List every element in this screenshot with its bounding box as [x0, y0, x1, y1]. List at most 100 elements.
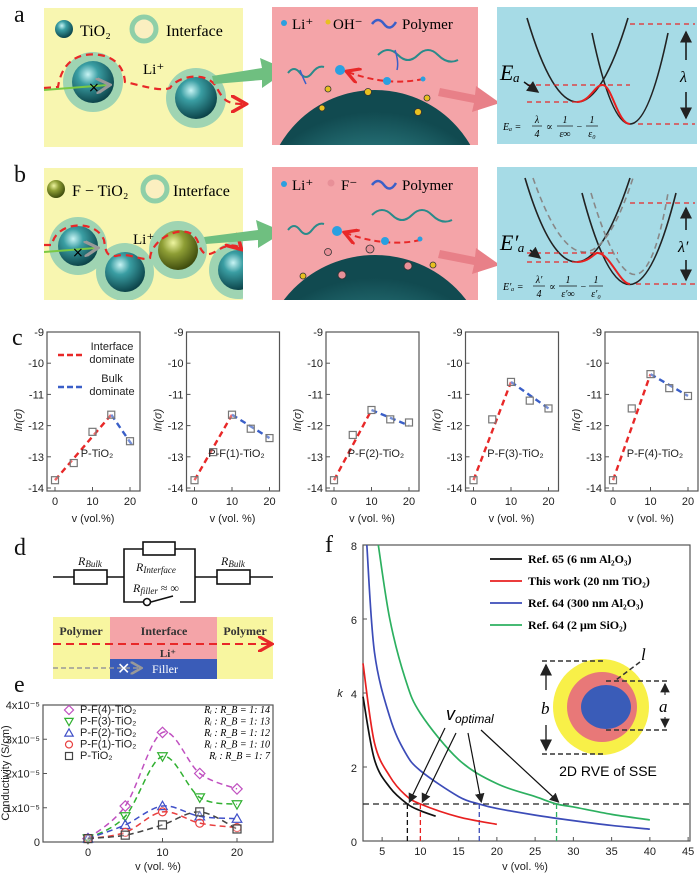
plot-frame	[325, 331, 420, 492]
y-tick-label: -9	[313, 327, 323, 339]
oh-legend-dot	[325, 19, 331, 25]
formula-num: 1	[590, 115, 595, 126]
switch-filler	[142, 597, 152, 607]
y-tick-label: -9	[34, 327, 44, 339]
data-point	[525, 396, 534, 405]
x-tick-label: 0	[52, 496, 58, 508]
y-tick-label: -14	[307, 483, 323, 495]
y-tick-label: -12	[28, 421, 44, 433]
data-point	[544, 404, 553, 413]
data-point	[209, 448, 218, 457]
formula-num: 1	[594, 275, 599, 286]
x-tick-label: 35	[606, 846, 618, 858]
y-tick-label: -10	[586, 358, 602, 370]
polymer-chain	[287, 222, 325, 235]
v-optimal-arrow	[408, 727, 446, 804]
formula-den: ε′∞	[561, 289, 574, 300]
y-tick-label: -9	[453, 327, 463, 339]
y-axis-label: ln(σ)	[292, 408, 304, 431]
y-tick-label: -13	[586, 452, 602, 464]
x-tick-label: 15	[453, 846, 465, 858]
activation-energy-label: E′ₐ	[499, 230, 525, 255]
legend-polymer: Polymer	[402, 17, 453, 33]
x-tick-label: 0	[610, 496, 616, 508]
r-interface-label: RInterface	[135, 560, 176, 575]
x-axis-label: v (vol. %)	[502, 861, 548, 873]
panel-label-c: c	[12, 325, 23, 351]
y-tick-label: 4	[351, 689, 357, 701]
data-point	[231, 812, 243, 823]
data-point	[50, 476, 60, 485]
x-tick-label: 5	[379, 846, 385, 858]
li-ion	[420, 76, 426, 82]
x-axis-label: v (vol.%)	[72, 513, 115, 525]
panel-label-b: b	[14, 162, 26, 188]
data-point	[107, 410, 116, 419]
x-tick-label: 10	[644, 496, 656, 508]
conduction-schematic: Polymer Interface Polymer Li⁺ ✕ Filler	[53, 617, 273, 679]
li-ion	[335, 65, 345, 75]
optimal-subscript: optimal	[455, 712, 494, 726]
fit-curve	[87, 811, 238, 840]
formula-den: ε₀	[588, 129, 596, 140]
data-point	[646, 370, 655, 379]
data-point	[69, 458, 78, 468]
panel-b-particles: F − TiO₂ Interface Li⁺ ×	[44, 168, 243, 300]
data-point	[83, 833, 93, 844]
y-tick-label: -12	[168, 421, 184, 433]
data-point	[506, 377, 516, 387]
rve-inset: b a l 2D RVE of SSE	[540, 645, 670, 779]
panel-label-d: d	[14, 535, 26, 561]
legend-anion: F⁻	[341, 178, 357, 194]
f-groups	[324, 244, 413, 280]
y-axis-label: ln(σ)	[571, 408, 583, 431]
x-tick-label: 0	[331, 496, 337, 508]
y-tick-label: -11	[29, 389, 44, 401]
x-tick-label: 30	[567, 846, 579, 858]
legend-label: P-TiO₂	[80, 750, 113, 762]
data-point	[348, 430, 357, 440]
legend-tio2: TiO₂	[80, 23, 111, 40]
x-tick-label: 0	[191, 496, 197, 508]
ln-sigma-chart-4: -14 -13 -12 -11 -10 -9 0 10 20 v (vol. %) ln(σ) P-F…	[432, 327, 560, 525]
formula-prop: ∝	[549, 282, 556, 293]
interface-fit-line	[193, 414, 234, 481]
ln-sigma-chart-2: -14 -13 -12 -11 -10 -9 0 10 20 v (vol. %) ln(σ) P-F…	[153, 327, 281, 525]
legend-label: Bulk	[101, 373, 123, 385]
formula-lhs: E′ₐ =	[502, 282, 523, 293]
blocked-path-arrow	[44, 248, 96, 252]
y-tick-label: -14	[28, 483, 44, 495]
panel-a-interface-zoom: Li⁺ OH⁻ Polymer	[272, 7, 478, 145]
ftio2-surface	[283, 255, 467, 300]
legend-label: dominate	[89, 386, 134, 398]
ea-formula: Eₐ = λ 4 ∝ 1 ε∞ − 1 ε₀	[502, 115, 598, 140]
data-point	[469, 476, 478, 485]
data-point	[119, 812, 132, 823]
polymer-right-label: Polymer	[223, 624, 267, 638]
panel-e-chart: 0 1x10⁻⁵ 2x10⁻⁵ 3x10⁻⁵ 4x10⁻⁵ 0 10 20 v (vol. %)…	[0, 700, 274, 873]
label-a: a	[659, 697, 668, 716]
legend-label: P-F(4)-TiO₂	[80, 704, 136, 716]
data-point	[120, 830, 130, 840]
interface-legend-ring	[140, 174, 170, 204]
legend-label: Interface	[91, 341, 134, 353]
x-axis-label: v (vol. %)	[628, 513, 674, 525]
interface-fit-line	[54, 413, 113, 481]
blocked-x-icon: ✕	[117, 659, 130, 678]
data-point	[119, 799, 132, 813]
ea-formula: E′ₐ = λ′ 4 ∝ 1 ε′∞ − 1 ε′₀	[502, 275, 603, 300]
x-tick-label: 10	[156, 847, 168, 859]
plot-frame	[185, 331, 281, 492]
legend-marker	[64, 751, 74, 761]
zoom-arrow-green	[204, 220, 284, 248]
x-axis-label: v (vol. %)	[349, 513, 395, 525]
legend-marker	[64, 740, 74, 749]
data-point	[88, 427, 97, 436]
panel-a-energy-diagram: λ Eₐ Eₐ = λ 4 ∝ 1 ε∞ − 1 ε₀	[497, 7, 697, 144]
y-tick-label: -14	[447, 483, 463, 495]
data-point	[488, 415, 497, 424]
plot-frame	[46, 331, 141, 492]
formula-den: ε′₀	[591, 289, 601, 300]
ln-sigma-chart-5: -14 -13 -12 -11 -10 -9 0 10 20 v (vol. %) ln(σ) P-F…	[571, 327, 699, 525]
